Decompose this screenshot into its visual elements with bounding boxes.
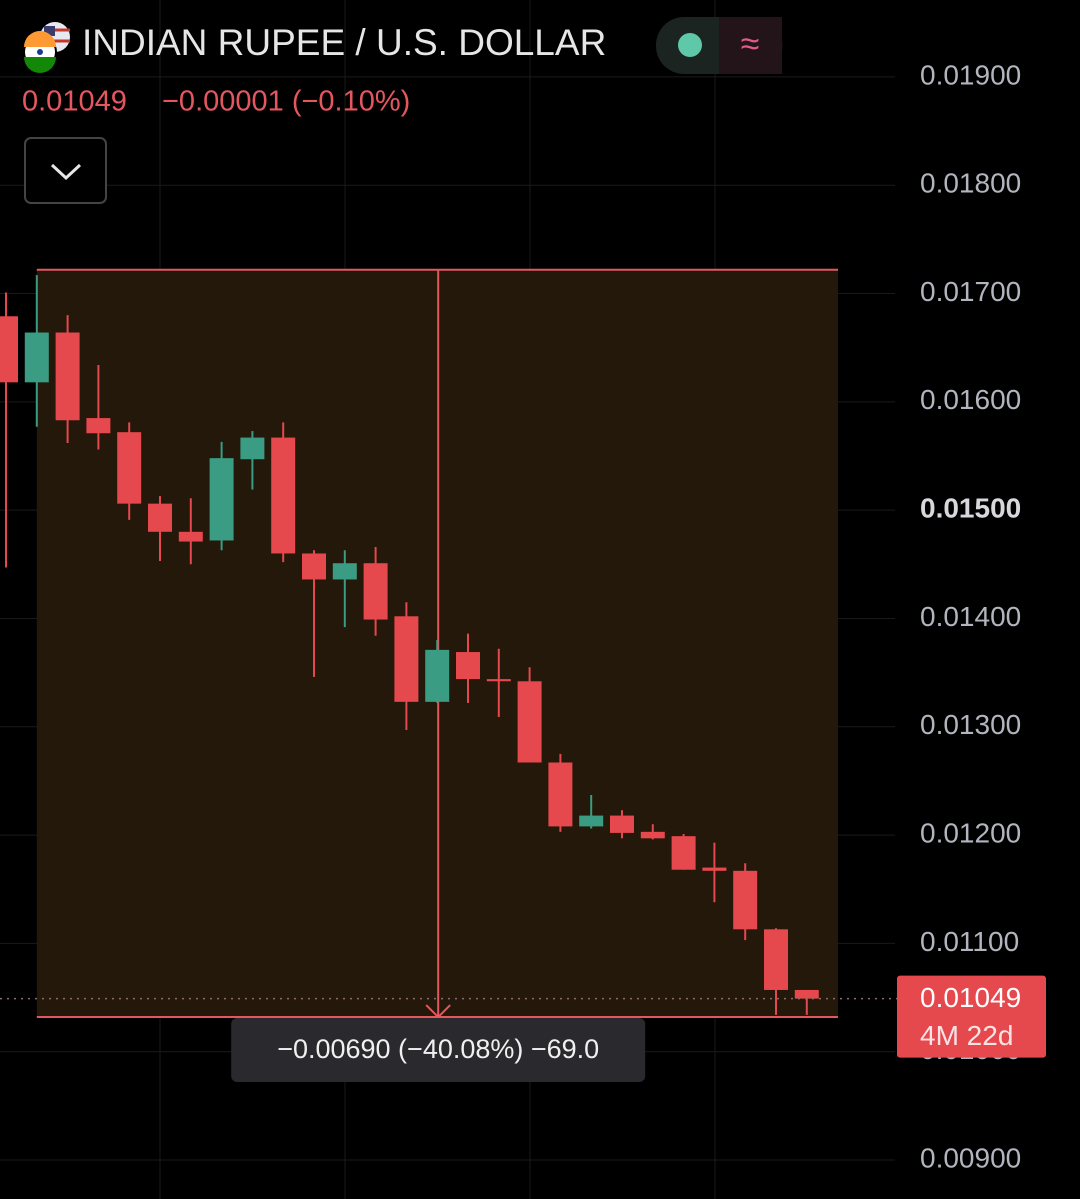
candle-body (548, 762, 573, 827)
candle-body (517, 681, 542, 763)
candle-body (456, 652, 480, 680)
svg-text:≈: ≈ (741, 25, 760, 63)
candle-body (733, 870, 758, 930)
y-tick-label: 0.01900 (920, 59, 1021, 90)
candle-body (640, 831, 665, 839)
measure-label: −0.00690 (−40.08%) −69.0 (277, 1034, 599, 1064)
candle-body (24, 332, 49, 383)
last-price: 0.01049 (22, 86, 127, 118)
y-tick-label: 0.01100 (920, 926, 1019, 957)
measure-tooltip (231, 1018, 646, 1082)
candle-body (55, 332, 80, 421)
y-tick-label: 0.01600 (920, 384, 1021, 415)
countdown: 4M 22d (920, 1020, 1013, 1051)
candle-body (702, 867, 727, 871)
candle-body (271, 437, 296, 554)
collapse-button[interactable] (24, 137, 107, 204)
candle-body (579, 815, 604, 827)
y-tick-label: 0.01700 (920, 276, 1021, 307)
candle-body (178, 531, 203, 542)
overlay: 0.01900 0.01800 0.01700 0.01600 0.01500 0.014… (0, 59, 1046, 1173)
measure-arrow-head (425, 1004, 451, 1019)
last-price-label: 0.01049 (920, 982, 1021, 1013)
candle-body (363, 563, 388, 620)
candle-body (302, 553, 326, 580)
y-tick-label: 0.01200 (920, 817, 1021, 848)
candle-body (764, 929, 788, 990)
candle-body (117, 432, 142, 504)
candles (0, 275, 819, 1015)
candle-body (148, 503, 172, 532)
candle-body (240, 437, 265, 460)
price-change: −0.00001 (−0.10%) (162, 86, 410, 118)
status-toggle[interactable]: ≈ (656, 17, 783, 74)
candle-body (794, 989, 819, 999)
y-tick-label: 0.01500 (920, 493, 1021, 524)
y-tick-label: 0.01800 (920, 168, 1021, 199)
candle-body (86, 418, 111, 434)
candle-body (209, 458, 234, 541)
chart-title: INDIAN RUPEE / U.S. DOLLAR (82, 22, 606, 63)
candle-body (394, 616, 419, 702)
candle-body (671, 836, 696, 870)
flags-icon (23, 22, 70, 73)
candle-body (486, 679, 511, 682)
candle-body (610, 815, 634, 833)
y-tick-label: 0.00900 (920, 1142, 1021, 1173)
candle-body (0, 316, 18, 383)
last-price-box (897, 975, 1046, 1058)
y-tick-label: 0.01300 (920, 709, 1021, 740)
y-tick-label: 0.01400 (920, 601, 1021, 632)
candle-body (425, 649, 450, 702)
candle-body (332, 563, 357, 580)
